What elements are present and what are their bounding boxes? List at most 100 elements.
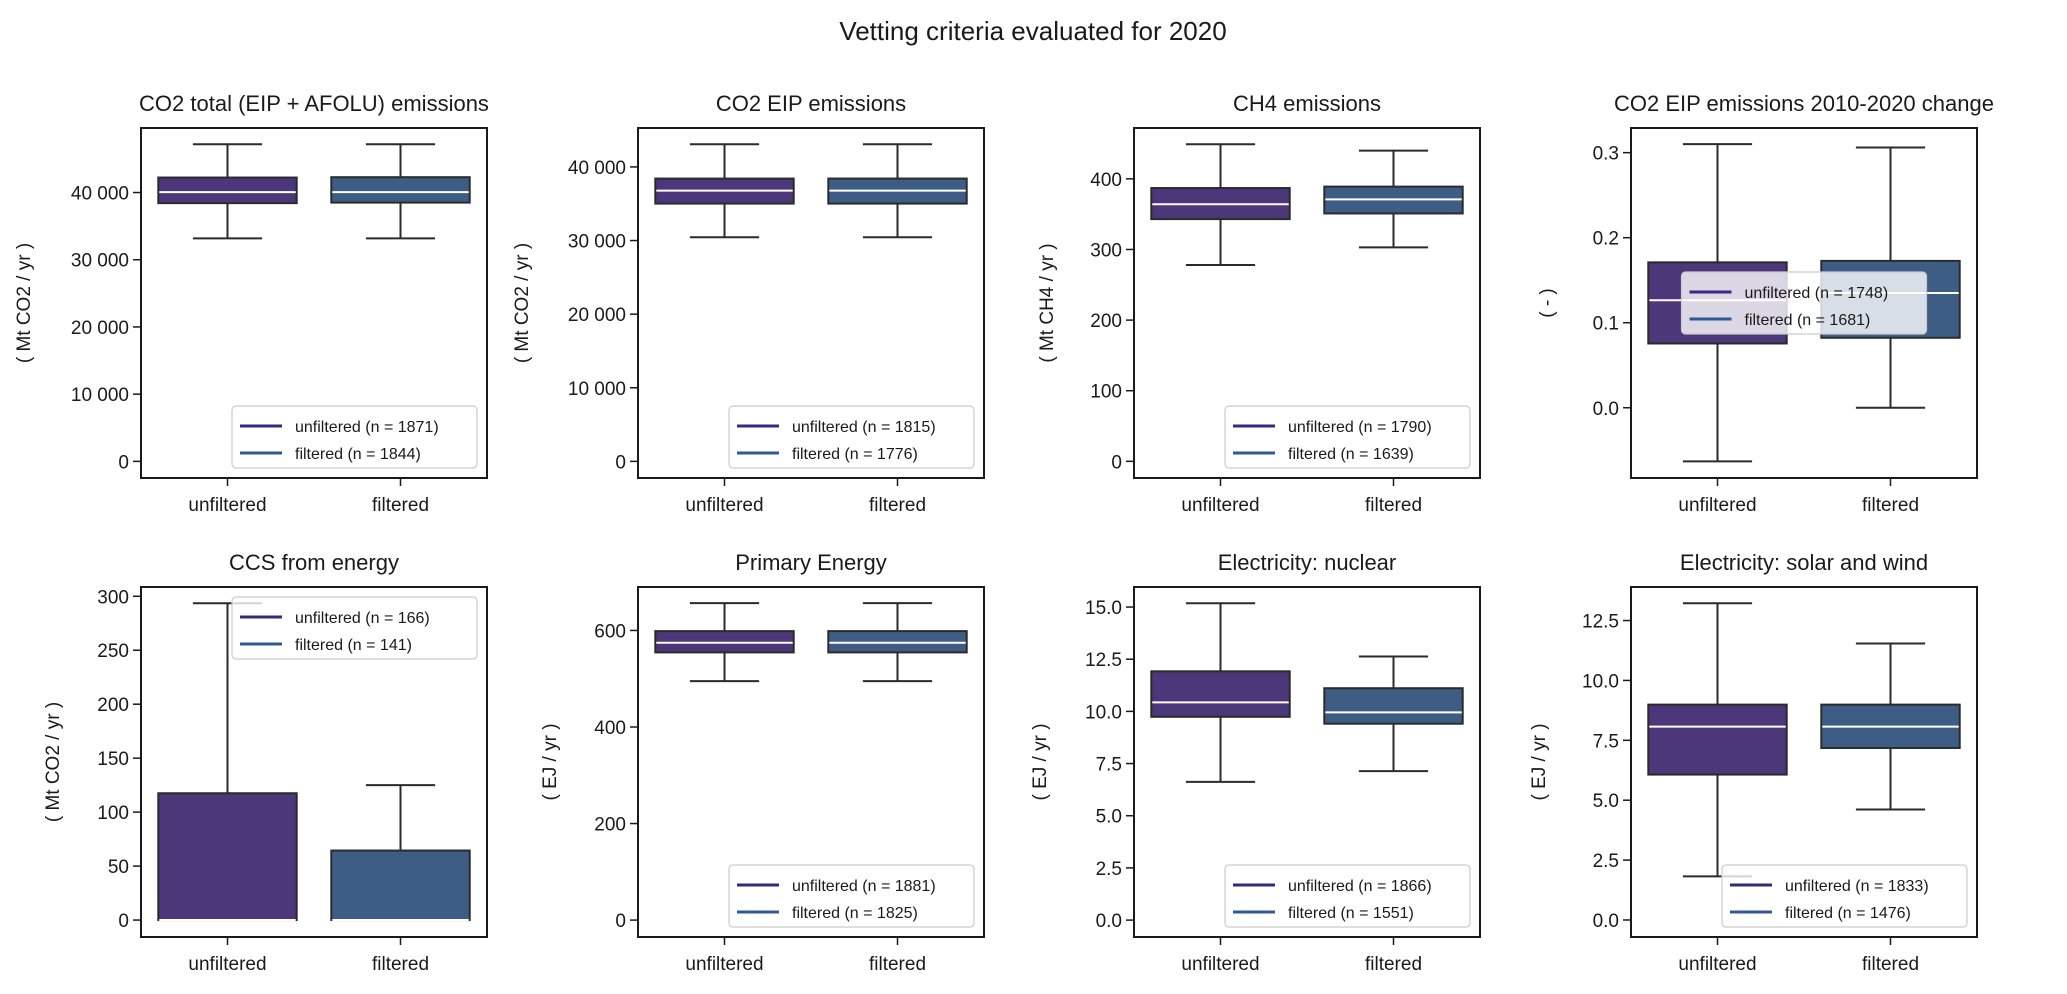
y-axis-label: ( Mt CO2 / yr ) — [14, 243, 35, 363]
x-tick-label: filtered — [372, 954, 429, 975]
legend: unfiltered (n = 1748) filtered (n = 1681) — [1680, 271, 1928, 335]
y-tick-label: 20 000 — [568, 305, 626, 326]
legend-label: unfiltered (n = 1790) — [1288, 419, 1432, 436]
y-axis-label: ( EJ / yr ) — [1030, 723, 1051, 800]
y-axis-label: ( - ) — [1537, 288, 1558, 318]
subplot-grid: CO2 total (EIP + AFOLU) emissions 0 10 000… — [14, 91, 1994, 975]
legend-frame — [728, 405, 975, 469]
axes-frame — [1630, 127, 1978, 479]
box-unfiltered — [157, 602, 298, 922]
legend-label: filtered (n = 1639) — [1288, 446, 1414, 463]
legend-frame — [231, 596, 478, 660]
axes-frame — [140, 127, 488, 479]
iqr-box — [330, 176, 471, 204]
y-tick-label: 400 — [594, 718, 626, 739]
legend-label: unfiltered (n = 1748) — [1745, 285, 1889, 302]
subplot-title: Electricity: solar and wind — [1680, 550, 1928, 575]
legend-frame — [231, 405, 478, 469]
iqr-box — [157, 792, 298, 922]
y-tick-label: 2.5 — [1593, 851, 1619, 872]
y-tick-label: 100 — [1090, 382, 1122, 403]
x-tick-label: filtered — [1365, 495, 1422, 516]
subplot-title: CO2 EIP emissions 2010-2020 change — [1614, 91, 1994, 116]
subplot-title: CO2 EIP emissions — [716, 91, 906, 116]
y-tick-label: 12.5 — [1085, 650, 1122, 671]
legend: unfiltered (n = 1871) filtered (n = 1844) — [231, 405, 478, 469]
y-axis-label: ( Mt CO2 / yr ) — [43, 702, 64, 822]
box-unfiltered — [1647, 602, 1788, 878]
legend-label: unfiltered (n = 1833) — [1785, 878, 1929, 895]
y-tick-label: 10 000 — [71, 385, 129, 406]
x-tick-label: unfiltered — [1181, 495, 1259, 516]
y-tick-label: 5.0 — [1593, 791, 1619, 812]
y-tick-label: 0 — [118, 452, 129, 473]
legend-label: unfiltered (n = 1866) — [1288, 878, 1432, 895]
y-tick-label: 200 — [1090, 311, 1122, 332]
subplot-6: Primary Energy 0 200 400 600 ( EJ / yr ) unfil… — [540, 550, 985, 975]
x-tick-label: filtered — [869, 954, 926, 975]
y-tick-label: 250 — [97, 641, 129, 662]
y-axis-label: ( Mt CH4 / yr ) — [1037, 243, 1058, 362]
y-tick-label: 0.1 — [1593, 314, 1619, 335]
legend-label: unfiltered (n = 1871) — [295, 419, 439, 436]
subplot-title: CH4 emissions — [1233, 91, 1381, 116]
y-tick-label: 10.0 — [1582, 671, 1619, 692]
x-tick-label: filtered — [869, 495, 926, 516]
y-axis-label: ( EJ / yr ) — [1529, 723, 1550, 800]
y-tick-label: 50 — [108, 857, 129, 878]
axes-frame — [637, 127, 985, 479]
y-tick-label: 10.0 — [1085, 702, 1122, 723]
y-tick-label: 40 000 — [568, 158, 626, 179]
x-tick-label: unfiltered — [1181, 954, 1259, 975]
box-filtered — [330, 784, 471, 922]
y-axis-label: ( EJ / yr ) — [540, 723, 561, 800]
iqr-box — [330, 849, 471, 922]
y-tick-label: 0.3 — [1593, 144, 1619, 165]
x-tick-label: unfiltered — [188, 954, 266, 975]
x-tick-label: unfiltered — [685, 954, 763, 975]
box-unfiltered — [654, 143, 795, 239]
axes-frame — [1630, 586, 1978, 938]
y-tick-label: 400 — [1090, 170, 1122, 191]
x-tick-label: unfiltered — [1678, 495, 1756, 516]
legend-label: filtered (n = 1551) — [1288, 905, 1414, 922]
subplot-8: Electricity: solar and wind 0.0 2.5 5.0 7.5 1… — [1529, 550, 1978, 975]
y-tick-label: 0 — [1111, 452, 1122, 473]
box-unfiltered — [1150, 602, 1291, 783]
y-tick-label: 40 000 — [71, 184, 129, 205]
subplot-title: CCS from energy — [229, 550, 399, 575]
y-tick-label: 20 000 — [71, 318, 129, 339]
subplot-title: Primary Energy — [735, 550, 887, 575]
y-tick-label: 7.5 — [1593, 731, 1619, 752]
legend-label: unfiltered (n = 166) — [295, 610, 430, 627]
y-tick-label: 200 — [594, 815, 626, 836]
box-filtered — [1323, 149, 1464, 249]
legend-label: filtered (n = 1476) — [1785, 905, 1911, 922]
subplot-title: CO2 total (EIP + AFOLU) emissions — [139, 91, 489, 116]
subplot-7: Electricity: nuclear 0.0 2.5 5.0 7.5 10.0 12.5… — [1030, 550, 1481, 975]
legend-label: filtered (n = 141) — [295, 637, 412, 654]
subplot-5: CCS from energy 0 50 100 150 200 250 300 ( Mt CO… — [43, 550, 488, 975]
y-axis-label: ( Mt CO2 / yr ) — [512, 243, 533, 363]
iqr-box — [1647, 703, 1788, 776]
figure-title: Vetting criteria evaluated for 2020 — [839, 16, 1226, 46]
y-tick-label: 0 — [615, 452, 626, 473]
legend: unfiltered (n = 1866) filtered (n = 1551) — [1224, 864, 1471, 928]
y-tick-label: 2.5 — [1096, 859, 1122, 880]
y-tick-label: 300 — [97, 587, 129, 608]
box-unfiltered — [157, 143, 298, 240]
axes-frame — [140, 586, 488, 938]
legend: unfiltered (n = 166) filtered (n = 141) — [231, 596, 478, 660]
iqr-box — [1323, 687, 1464, 725]
box-filtered — [1323, 655, 1464, 773]
legend-label: filtered (n = 1776) — [792, 446, 918, 463]
legend: unfiltered (n = 1833) filtered (n = 1476) — [1721, 864, 1968, 928]
legend-label: unfiltered (n = 1881) — [792, 878, 936, 895]
legend-label: filtered (n = 1681) — [1745, 312, 1871, 329]
y-tick-label: 12.5 — [1582, 612, 1619, 633]
y-tick-label: 0 — [615, 911, 626, 932]
y-tick-label: 15.0 — [1085, 598, 1122, 619]
box-unfiltered — [1150, 143, 1291, 267]
legend: unfiltered (n = 1881) filtered (n = 1825) — [728, 864, 975, 928]
legend-label: unfiltered (n = 1815) — [792, 419, 936, 436]
